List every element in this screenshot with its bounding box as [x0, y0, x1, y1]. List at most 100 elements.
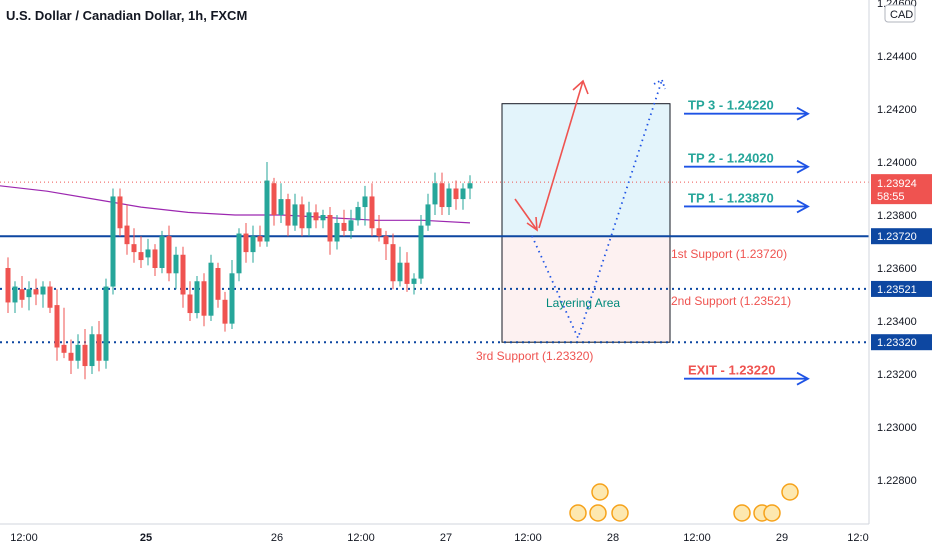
economic-event-icon — [591, 483, 609, 501]
candle-body — [271, 183, 277, 215]
economic-event-icon — [611, 504, 629, 522]
level-price-badge — [871, 334, 932, 351]
price-tick-label: 1.24000 — [877, 157, 917, 169]
moving-average-line — [0, 185, 471, 224]
candle-body — [187, 294, 193, 314]
price-tick-label: 1.23800 — [877, 210, 917, 222]
candle-body — [103, 286, 109, 361]
currency-badge — [884, 4, 916, 23]
economic-event-icon — [763, 504, 781, 522]
candle-body — [285, 199, 291, 226]
candle-body — [383, 236, 389, 245]
candle-body — [201, 281, 207, 316]
candle-body — [12, 286, 18, 303]
candle-body — [460, 188, 466, 200]
time-tick-label: 12:00 — [683, 532, 711, 544]
candle-body — [250, 236, 256, 253]
candle-body — [47, 286, 53, 308]
price-tick-label: 1.23200 — [877, 369, 917, 381]
time-tick-label: 28 — [607, 532, 619, 544]
candle-body — [397, 262, 403, 282]
red-down-arrow — [514, 198, 538, 231]
target-arrowhead — [796, 199, 810, 214]
candle-body — [467, 183, 473, 189]
candle-body — [229, 273, 235, 324]
price-tick-label: 1.23000 — [877, 422, 917, 434]
economic-event-icon — [589, 504, 607, 522]
candle-body — [117, 196, 123, 229]
chart-title: U.S. Dollar / Canadian Dollar, 1h, FXCM — [6, 8, 247, 23]
economic-event-icon — [781, 483, 799, 501]
economic-event-icon — [733, 504, 751, 522]
candle-body — [320, 215, 326, 221]
candle-body — [180, 254, 186, 295]
candle-body — [432, 183, 438, 205]
economic-event-icon — [569, 504, 587, 522]
price-tick-label: 1.22800 — [877, 475, 917, 487]
candle-body — [82, 344, 88, 367]
candle-body — [425, 204, 431, 226]
candle-body — [334, 222, 340, 242]
level-price-label: 1.23320 — [877, 337, 917, 349]
candle-body — [61, 344, 67, 353]
time-tick-label: 12:00 — [514, 532, 542, 544]
candle-body — [257, 236, 263, 242]
candle-body — [243, 233, 249, 253]
level-price-label: 1.23521 — [877, 284, 917, 296]
candle-body — [110, 196, 116, 287]
time-tick-label: 12:0 — [847, 532, 868, 544]
red-up-arrowhead — [572, 79, 589, 95]
candle-body — [236, 233, 242, 274]
red-up-arrow — [538, 80, 584, 229]
level-price-label: 1.23720 — [877, 231, 917, 243]
time-tick-label: 25 — [140, 532, 152, 544]
currency-badge-label: CAD — [890, 9, 913, 21]
target-arrowhead — [796, 371, 810, 386]
candle-body — [278, 199, 284, 215]
candle-body — [453, 188, 459, 200]
layering-area-label: Layering Area — [546, 296, 620, 310]
candle-body — [96, 334, 102, 361]
candle-body — [362, 196, 368, 208]
current-price-label: 1.23924 — [877, 178, 917, 190]
support-label-2: 2nd Support (1.23521) — [671, 294, 791, 308]
support-label-3: 3rd Support (1.23320) — [476, 349, 593, 363]
candle-body — [208, 262, 214, 316]
candle-body — [54, 305, 60, 348]
candle-body — [222, 299, 228, 324]
candle-body — [299, 204, 305, 229]
time-tick-label: 29 — [776, 532, 788, 544]
target-arrowhead — [796, 106, 810, 121]
candle-body — [306, 212, 312, 229]
candle-body — [40, 286, 46, 295]
candle-body — [348, 220, 354, 231]
candle-body — [138, 252, 144, 261]
countdown-label: 58:55 — [877, 191, 905, 203]
candle-body — [292, 204, 298, 226]
support-label-1: 1st Support (1.23720) — [671, 247, 787, 261]
candle-body — [404, 262, 410, 284]
target-label: TP 3 - 1.24220 — [688, 98, 774, 113]
target-label: TP 2 - 1.24020 — [688, 151, 774, 166]
price-tick-label: 1.24200 — [877, 104, 917, 116]
candle-body — [341, 222, 347, 231]
candle-body — [152, 249, 158, 268]
candle-body — [19, 289, 25, 300]
candle-body — [159, 236, 165, 268]
time-tick-label: 27 — [440, 532, 452, 544]
time-tick-label: 12:00 — [10, 532, 38, 544]
candle-body — [369, 196, 375, 229]
candle-body — [264, 180, 270, 242]
time-tick-label: 12:00 — [347, 532, 375, 544]
price-tick-label: 1.23400 — [877, 316, 917, 328]
candle-body — [355, 207, 361, 221]
candle-body — [131, 244, 137, 253]
candle-body — [194, 281, 200, 314]
level-price-badge — [871, 280, 932, 297]
candle-body — [439, 183, 445, 208]
candle-body — [33, 289, 39, 295]
candle-body — [418, 225, 424, 279]
candle-body — [215, 268, 221, 300]
level-price-badge — [871, 228, 932, 245]
